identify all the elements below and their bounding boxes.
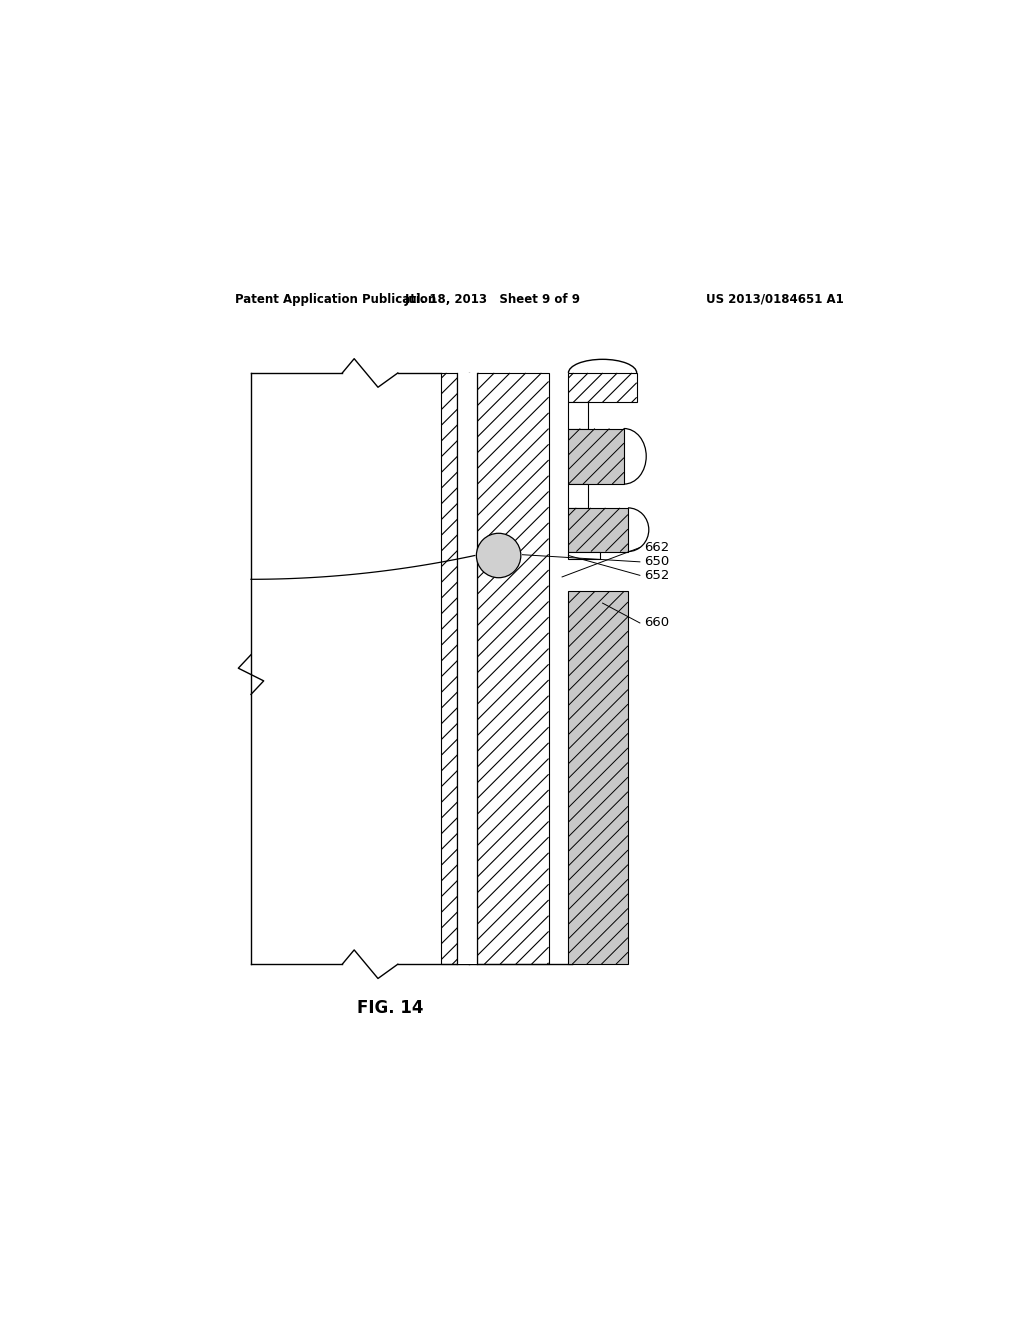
Text: 662: 662 xyxy=(644,541,669,554)
Bar xyxy=(568,429,624,484)
Bar xyxy=(568,508,628,552)
Bar xyxy=(458,374,477,964)
Bar xyxy=(441,374,458,964)
Text: 660: 660 xyxy=(644,616,669,630)
Bar xyxy=(568,591,628,964)
Bar xyxy=(568,374,637,403)
Text: US 2013/0184651 A1: US 2013/0184651 A1 xyxy=(706,293,844,306)
Bar xyxy=(568,552,600,560)
Text: 652: 652 xyxy=(644,569,670,582)
Bar xyxy=(568,403,589,429)
Text: FIG. 14: FIG. 14 xyxy=(356,999,423,1016)
Bar xyxy=(477,374,549,964)
Circle shape xyxy=(476,533,521,578)
Text: 650: 650 xyxy=(644,556,669,569)
Bar xyxy=(568,484,589,508)
Text: Jul. 18, 2013   Sheet 9 of 9: Jul. 18, 2013 Sheet 9 of 9 xyxy=(406,293,581,306)
Text: Patent Application Publication: Patent Application Publication xyxy=(236,293,436,306)
